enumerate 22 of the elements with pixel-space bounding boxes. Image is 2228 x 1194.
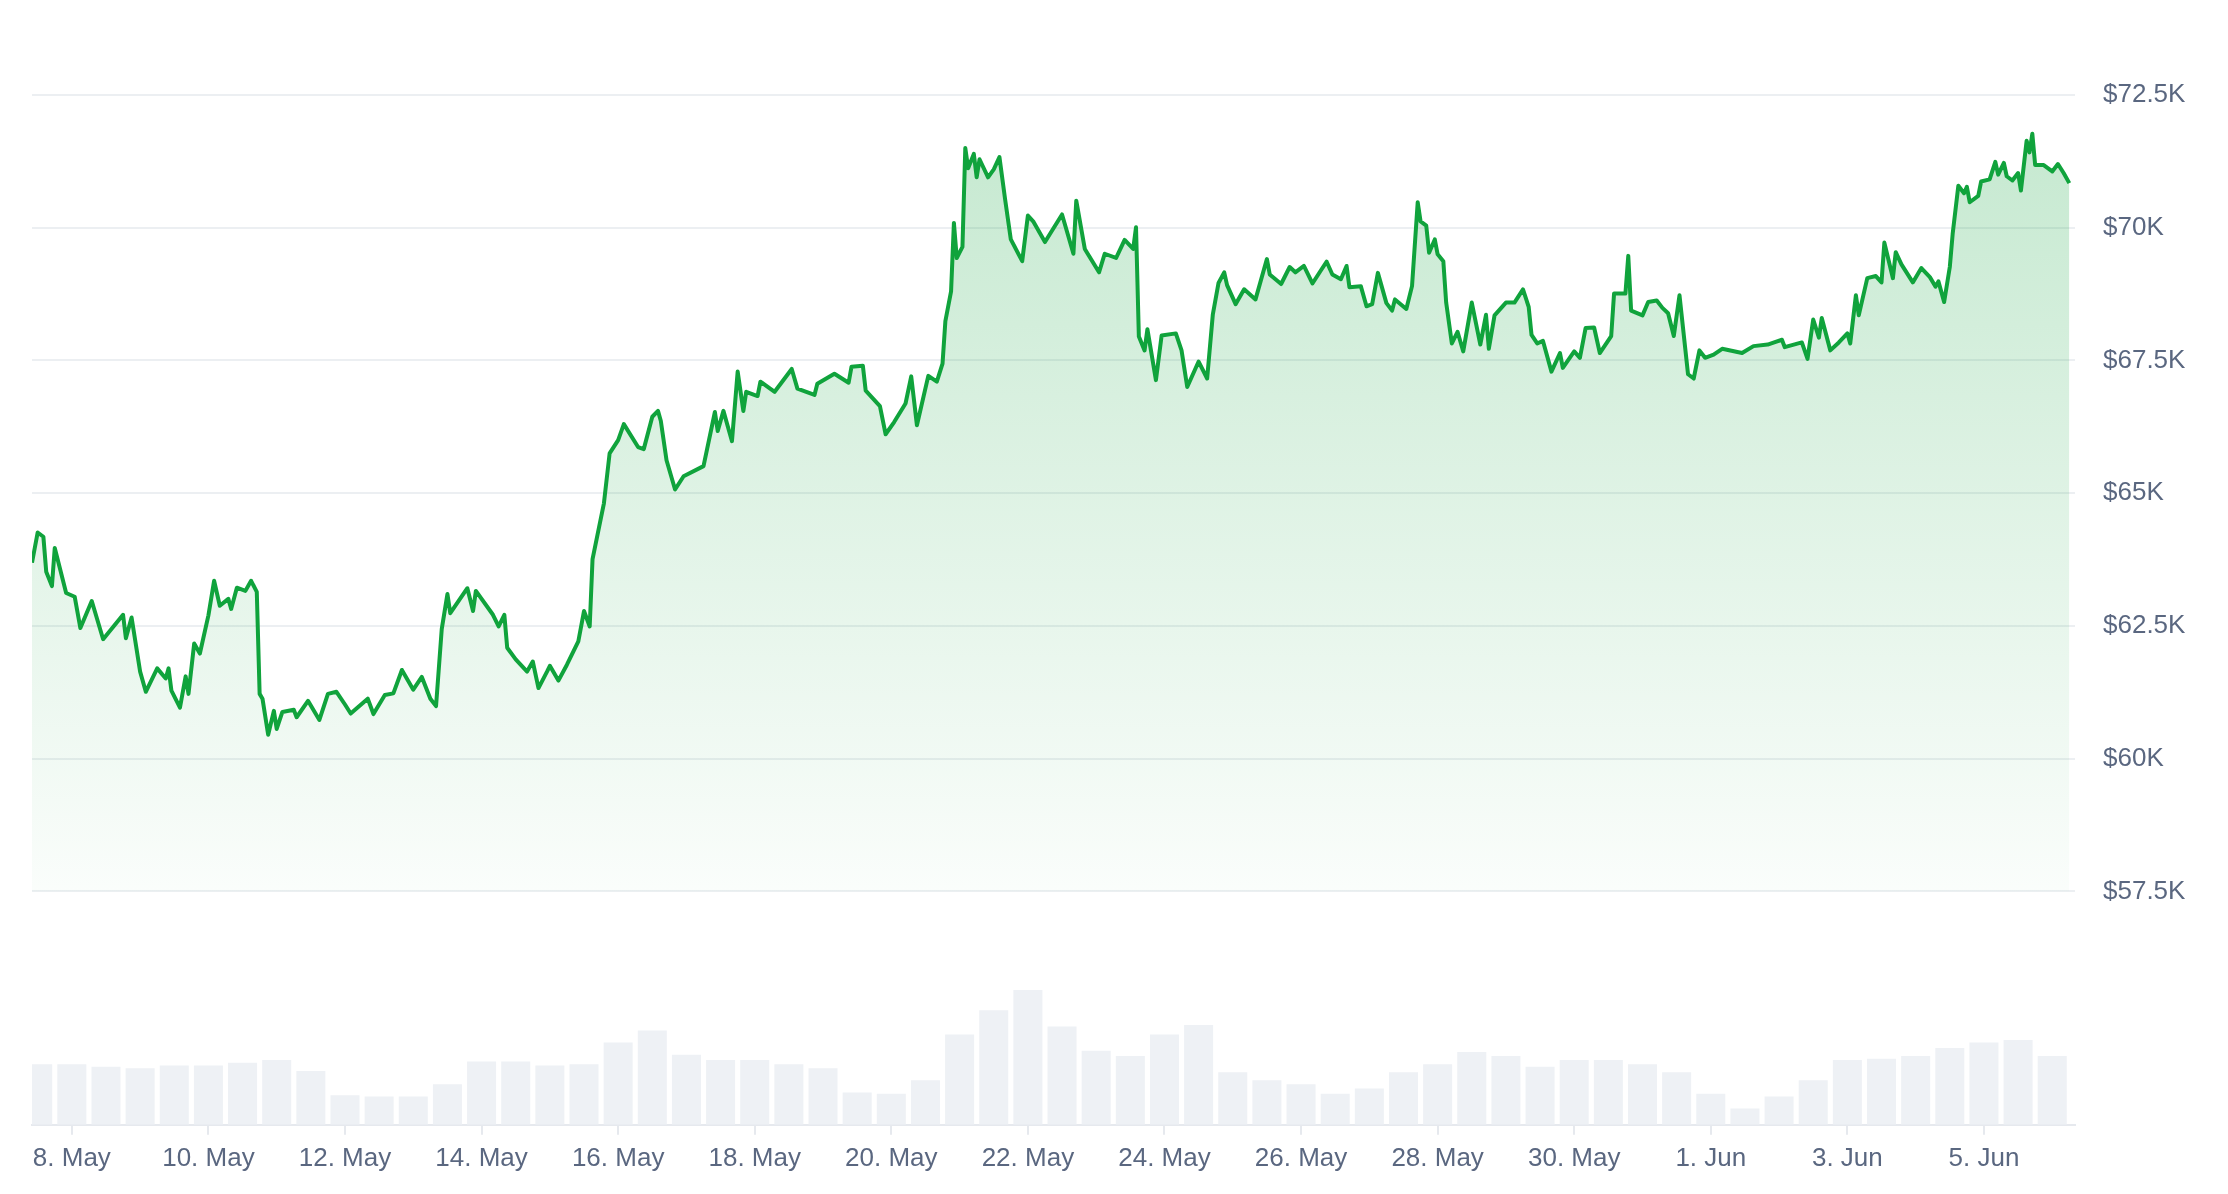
- x-tick-label: 26. May: [1254, 1141, 1348, 1172]
- x-tick-label: 24. May: [1118, 1141, 1211, 1172]
- x-tick-label: 16. May: [571, 1141, 665, 1172]
- x-tick-label: 3. Jun: [1811, 1141, 1883, 1172]
- y-tick-label: $65K: [2103, 476, 2165, 507]
- x-tick-label: 1. Jun: [1675, 1141, 1747, 1172]
- x-tick-label: 10. May: [162, 1141, 255, 1172]
- y-tick-label: $62.5K: [2103, 609, 2187, 640]
- y-tick-label: $70K: [2103, 210, 2165, 241]
- x-tick-label: 20. May: [845, 1141, 938, 1172]
- y-tick-label: $60K: [2103, 741, 2165, 772]
- x-tick-label: 22. May: [981, 1141, 1075, 1172]
- x-tick-label: 14. May: [435, 1141, 528, 1172]
- x-tick-label: 28. May: [1391, 1141, 1484, 1172]
- x-tick-label: 12. May: [298, 1141, 392, 1172]
- x-tick-label: 18. May: [708, 1141, 801, 1172]
- y-tick-label: $67.5K: [2103, 343, 2187, 374]
- x-tick-label: 8. May: [32, 1141, 111, 1172]
- y-tick-label: $57.5K: [2103, 874, 2187, 905]
- x-tick-label: 5. Jun: [1948, 1141, 2020, 1172]
- x-tick-label: 30. May: [1527, 1141, 1621, 1172]
- y-tick-label: $72.5K: [2103, 78, 2187, 109]
